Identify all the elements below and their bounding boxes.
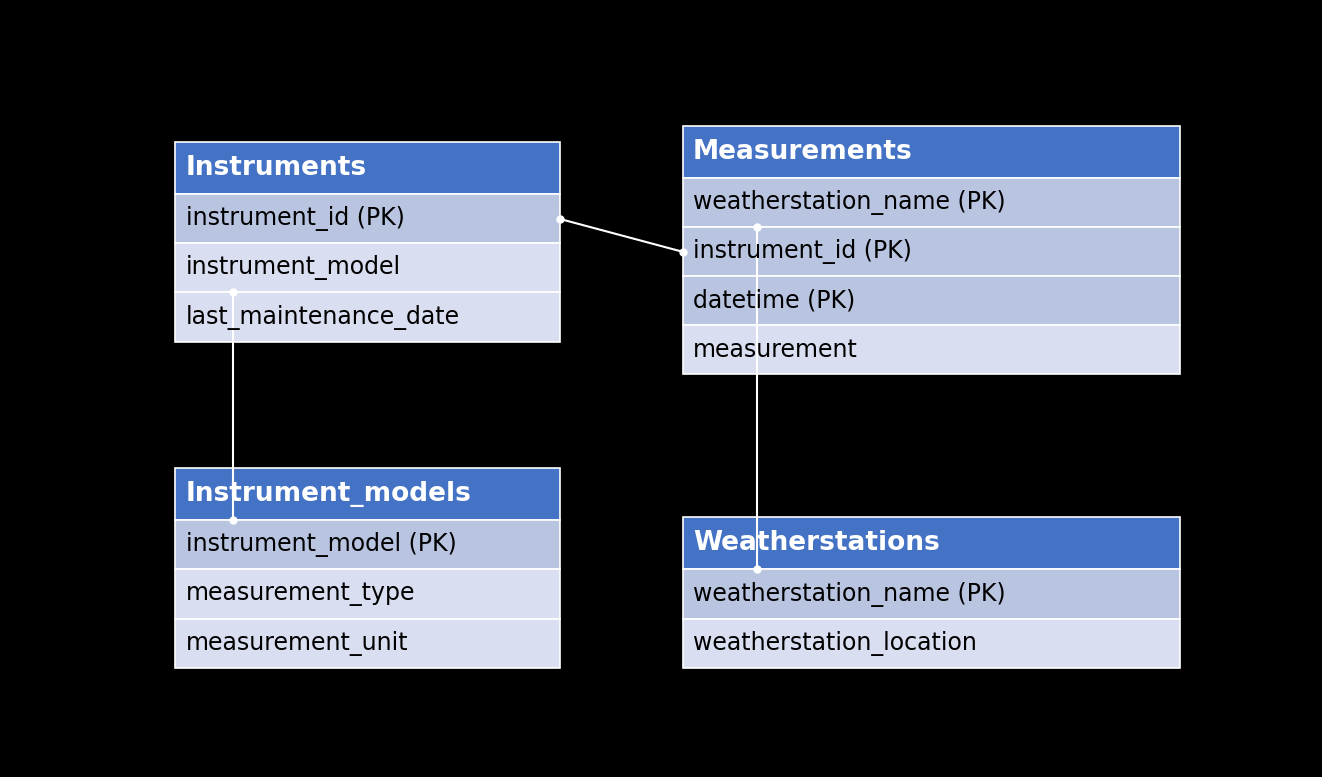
FancyBboxPatch shape (682, 570, 1179, 618)
Text: instrument_id (PK): instrument_id (PK) (693, 239, 912, 264)
Text: Measurements: Measurements (693, 139, 912, 165)
FancyBboxPatch shape (176, 521, 559, 570)
Text: instrument_model: instrument_model (185, 256, 401, 280)
FancyBboxPatch shape (176, 468, 559, 521)
FancyBboxPatch shape (176, 570, 559, 618)
Text: Instruments: Instruments (185, 155, 368, 181)
Text: weatherstation_location: weatherstation_location (693, 631, 977, 656)
FancyBboxPatch shape (176, 618, 559, 667)
Text: weatherstation_name (PK): weatherstation_name (PK) (693, 581, 1006, 607)
FancyBboxPatch shape (682, 227, 1179, 277)
FancyBboxPatch shape (682, 126, 1179, 178)
FancyBboxPatch shape (682, 618, 1179, 667)
FancyBboxPatch shape (176, 141, 559, 194)
Text: datetime (PK): datetime (PK) (693, 289, 855, 313)
Text: instrument_id (PK): instrument_id (PK) (185, 207, 405, 232)
FancyBboxPatch shape (682, 517, 1179, 570)
FancyBboxPatch shape (682, 277, 1179, 326)
FancyBboxPatch shape (176, 194, 559, 243)
Text: weatherstation_name (PK): weatherstation_name (PK) (693, 190, 1006, 215)
Text: Weatherstations: Weatherstations (693, 530, 940, 556)
Text: instrument_model (PK): instrument_model (PK) (185, 532, 456, 557)
Text: Instrument_models: Instrument_models (185, 481, 472, 507)
Text: measurement: measurement (693, 338, 858, 362)
FancyBboxPatch shape (682, 326, 1179, 375)
FancyBboxPatch shape (682, 178, 1179, 227)
FancyBboxPatch shape (176, 243, 559, 292)
Text: measurement_type: measurement_type (185, 582, 415, 606)
FancyBboxPatch shape (176, 292, 559, 342)
Text: measurement_unit: measurement_unit (185, 631, 408, 656)
Text: last_maintenance_date: last_maintenance_date (185, 305, 460, 329)
